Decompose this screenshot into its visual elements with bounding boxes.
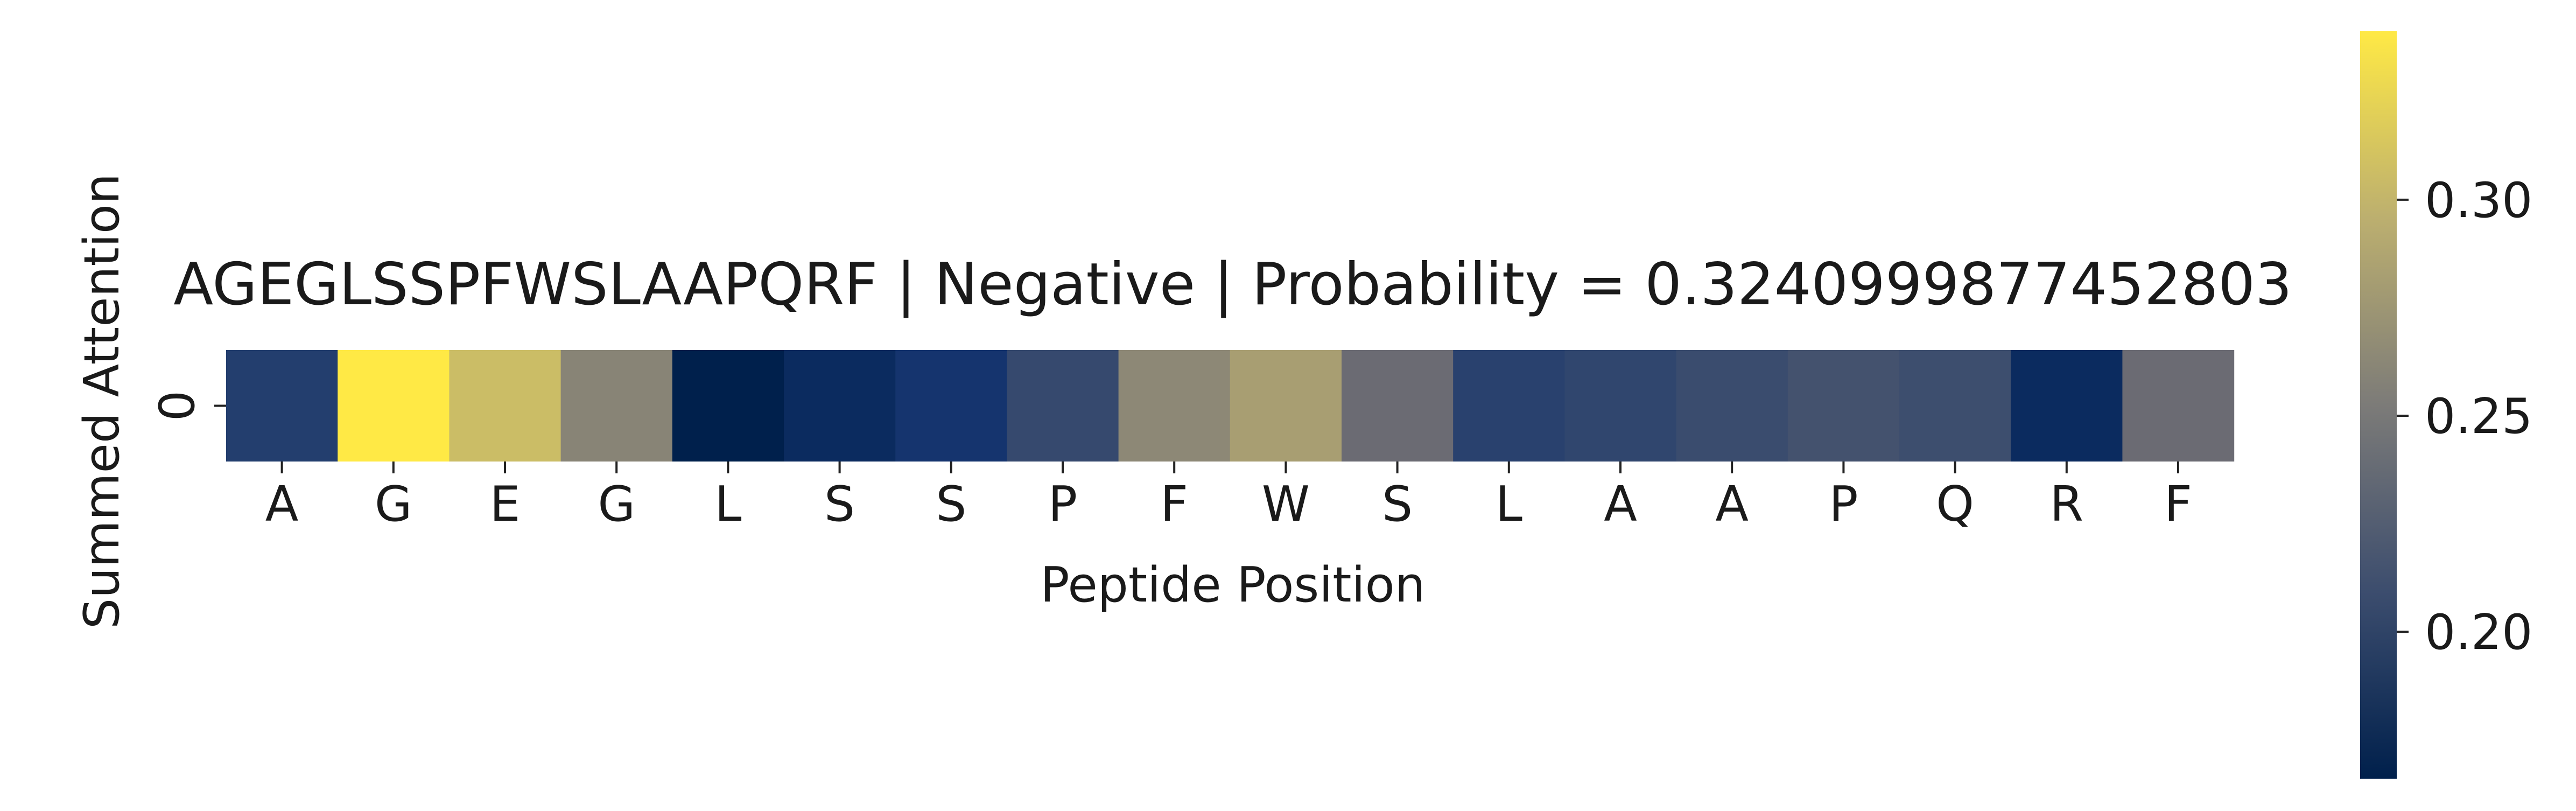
x-tick-label: R: [2050, 476, 2084, 533]
x-tick-label: A: [265, 476, 299, 533]
y-axis-label: Summed Attention: [74, 173, 130, 629]
x-tick-label: G: [375, 476, 412, 533]
heatmap-cell: [1118, 350, 1231, 462]
heatmap-cell: [1007, 350, 1119, 462]
x-tick-label: F: [2164, 476, 2192, 533]
x-tick-label: S: [1382, 476, 1413, 533]
heatmap-cell: [1342, 350, 1454, 462]
y-axis-ticks: 0: [149, 390, 226, 421]
x-tick-label: E: [490, 476, 521, 533]
colorbar-tick-label: 0.25: [2425, 388, 2532, 445]
heatmap-cell: [560, 350, 673, 462]
x-tick-label: S: [824, 476, 855, 533]
x-tick-label: L: [714, 476, 741, 533]
chart-title: AGEGLSSPFWSLAAPQRF | Negative | Probabil…: [173, 251, 2292, 318]
colorbar-ticks: 0.20 0.25 0.30: [2397, 172, 2532, 661]
x-tick-label: F: [1160, 476, 1188, 533]
x-tick-label: G: [598, 476, 635, 533]
x-tick-label: P: [1048, 476, 1077, 533]
x-tick-label: L: [1496, 476, 1522, 533]
heatmap-cell: [226, 350, 338, 462]
heatmap-cell: [1453, 350, 1565, 462]
heatmap-cell: [895, 350, 1007, 462]
heatmap-cell: [338, 350, 450, 462]
colorbar-tick-label: 0.30: [2425, 172, 2532, 229]
heatmap-cell: [2122, 350, 2235, 462]
x-tick-label: W: [1262, 476, 1310, 533]
colorbar-tick-label: 0.20: [2425, 604, 2532, 661]
colorbar: [2360, 31, 2397, 779]
x-tick-label: S: [936, 476, 966, 533]
heatmap-cell: [784, 350, 896, 462]
heatmap-cell: [1564, 350, 1677, 462]
heatmap-cell: [1230, 350, 1342, 462]
x-tick-label: Q: [1936, 476, 1974, 533]
x-tick-label: P: [1829, 476, 1858, 533]
heatmap-cells: [226, 350, 2235, 462]
heatmap-cell: [1899, 350, 2011, 462]
heatmap-cell: [2011, 350, 2123, 462]
x-tick-label: A: [1604, 476, 1637, 533]
y-tick-label: 0: [149, 390, 206, 421]
x-axis-label: Peptide Position: [1040, 557, 1425, 613]
heatmap-cell: [672, 350, 784, 462]
x-tick-label: A: [1715, 476, 1749, 533]
heatmap-cell: [1787, 350, 1900, 462]
heatmap-cell: [1676, 350, 1788, 462]
heatmap-cell: [449, 350, 561, 462]
